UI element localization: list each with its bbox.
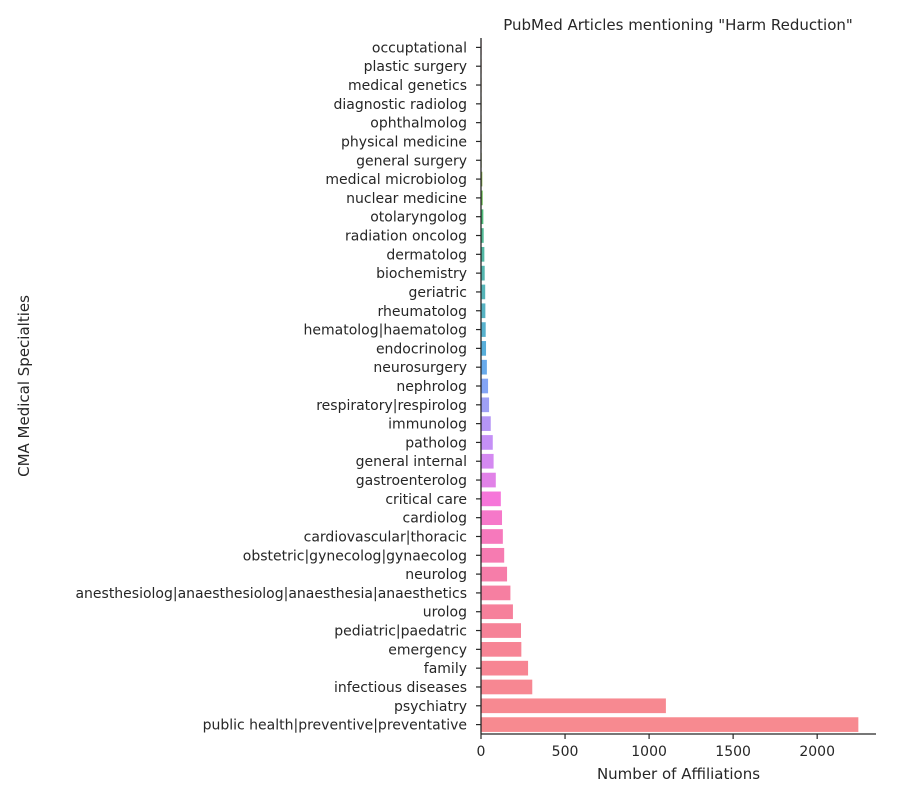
y-tick-label: radiation oncolog [345, 229, 467, 245]
y-tick-label: family [424, 661, 467, 677]
y-tick-label: hematolog|haematolog [304, 323, 468, 339]
bar [481, 378, 489, 394]
bar [481, 284, 486, 300]
y-tick-label: cardiolog [403, 511, 467, 527]
y-tick-label: endocrinolog [376, 341, 467, 357]
x-tick-label: 500 [552, 744, 579, 760]
bar [481, 585, 511, 601]
bar [481, 265, 485, 281]
bar [481, 322, 486, 337]
bar [481, 698, 666, 714]
y-tick-label: infectious diseases [334, 680, 467, 696]
y-tick-label: critical care [385, 492, 467, 508]
y-tick-label: nuclear medicine [346, 191, 467, 207]
bar [481, 660, 529, 676]
bar [481, 416, 491, 431]
y-tick-label: general surgery [356, 153, 467, 169]
chart-title: PubMed Articles mentioning "Harm Reducti… [503, 16, 853, 34]
bar [481, 359, 487, 375]
y-tick-label: nephrolog [396, 379, 467, 395]
bar [481, 209, 484, 225]
x-axis-title: Number of Affiliations [597, 765, 760, 783]
y-tick-label: ophthalmolog [370, 116, 467, 132]
x-tick-label: 0 [477, 744, 486, 760]
y-tick-label: general internal [356, 454, 467, 470]
y-tick-label: urolog [423, 605, 467, 621]
y-tick-label: psychiatry [394, 699, 467, 715]
bar [481, 679, 533, 695]
y-tick-label: biochemistry [376, 266, 467, 282]
y-tick-label: anesthesiolog|anaesthesiolog|anaesthesia… [75, 586, 467, 602]
bar [481, 246, 485, 262]
bars-layer [481, 40, 859, 732]
bar [481, 228, 484, 243]
bar [481, 491, 501, 507]
bar [481, 547, 505, 563]
bar [481, 341, 487, 356]
y-tick-label: cardiovascular|thoracic [304, 529, 467, 545]
bar [481, 604, 513, 620]
y-tick-label: rheumatolog [378, 304, 467, 320]
bar [481, 529, 503, 544]
y-tick-label: geriatric [408, 285, 467, 301]
bar [481, 190, 483, 206]
y-tick-label: physical medicine [341, 134, 467, 150]
x-tick-labels: 0 500 1000 1500 2000 [477, 734, 835, 760]
y-tick-label: respiratory|respirolog [316, 398, 467, 414]
bar [481, 510, 503, 526]
bar [481, 435, 493, 450]
bar [481, 472, 496, 488]
bar [481, 623, 522, 638]
bar [481, 717, 859, 732]
y-tick-label: neurolog [405, 567, 467, 583]
y-tick-label: dermatolog [386, 247, 467, 263]
bar [481, 453, 494, 469]
y-tick-label: diagnostic radiolog [333, 97, 467, 113]
y-tick-labels: occuptational plastic surgery medical gene… [75, 40, 481, 734]
bar [481, 303, 486, 319]
bar [481, 642, 522, 657]
y-tick-label: medical microbiolog [325, 172, 467, 188]
x-tick-label: 2000 [799, 744, 835, 760]
y-tick-label: emergency [388, 642, 467, 658]
y-tick-label: obstetric|gynecolog|gynaecolog [243, 548, 467, 564]
y-tick-label: plastic surgery [364, 59, 467, 75]
y-axis-title: CMA Medical Specialties [15, 295, 33, 477]
y-tick-label: otolaryngolog [370, 210, 467, 226]
bar [481, 566, 508, 582]
y-tick-label: immunolog [388, 417, 467, 433]
x-tick-label: 1000 [631, 744, 667, 760]
y-tick-label: public health|preventive|preventative [203, 718, 467, 734]
x-tick-label: 1500 [715, 744, 751, 760]
y-tick-label: patholog [405, 435, 467, 451]
y-tick-label: neurosurgery [373, 360, 467, 376]
y-tick-label: occuptational [372, 40, 467, 56]
y-tick-label: pediatric|paedatric [334, 624, 467, 640]
y-tick-label: gastroenterolog [356, 473, 467, 489]
y-tick-label: medical genetics [348, 78, 467, 94]
bar [481, 171, 483, 187]
bar [481, 397, 490, 413]
